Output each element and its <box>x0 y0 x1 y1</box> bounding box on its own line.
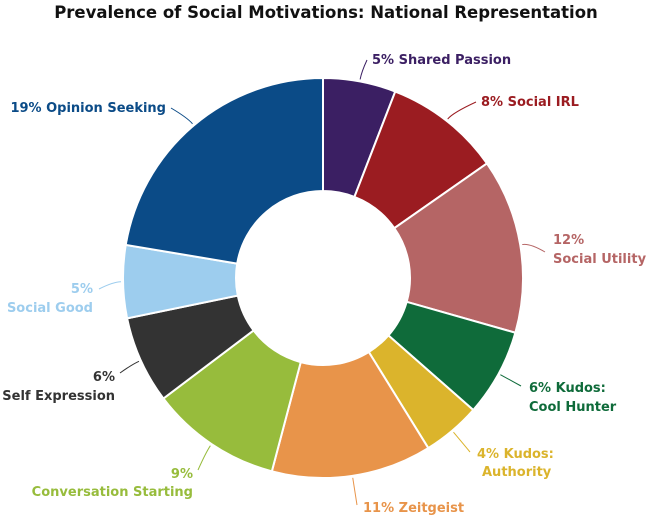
slice-label: 19% Opinion Seeking <box>10 101 166 116</box>
leader-line <box>98 281 122 290</box>
slice-label: 9% <box>171 467 193 482</box>
slice-label: 5% Shared Passion <box>372 53 511 68</box>
slice-label: 4% Kudos: <box>477 447 554 462</box>
slice-label: 12% <box>553 233 584 248</box>
slice-label: 8% Social IRL <box>481 95 579 110</box>
slice-label: 5% <box>71 282 93 297</box>
slice-label: Authority <box>482 465 552 480</box>
leader-line <box>453 431 471 453</box>
leader-line <box>447 101 477 120</box>
leader-line <box>359 59 368 80</box>
slice-label: 6% <box>93 370 115 385</box>
chart-title: Prevalence of Social Motivations: Nation… <box>54 3 598 22</box>
leader-line <box>522 243 546 253</box>
leader-line <box>500 374 522 387</box>
slice-label: Cool Hunter <box>529 400 617 415</box>
leader-line <box>352 477 358 506</box>
slice-label: Self Expression <box>2 389 115 404</box>
leader-line <box>119 360 140 374</box>
slice-label: Conversation Starting <box>32 485 193 500</box>
leader-line <box>197 445 211 471</box>
slice-social-utility <box>392 162 524 334</box>
leader-line <box>170 107 193 125</box>
slice-label: 11% Zeitgeist <box>363 501 464 516</box>
slice-opinion-seeking <box>124 76 324 265</box>
slice-labels: 5% Shared Passion 8% Social IRL 12% Social … <box>2 53 646 516</box>
slice-label: Social Good <box>7 301 93 316</box>
slice-label: Social Utility <box>553 252 647 267</box>
slice-label: 6% Kudos: <box>529 381 606 396</box>
donut-slices <box>122 76 524 479</box>
